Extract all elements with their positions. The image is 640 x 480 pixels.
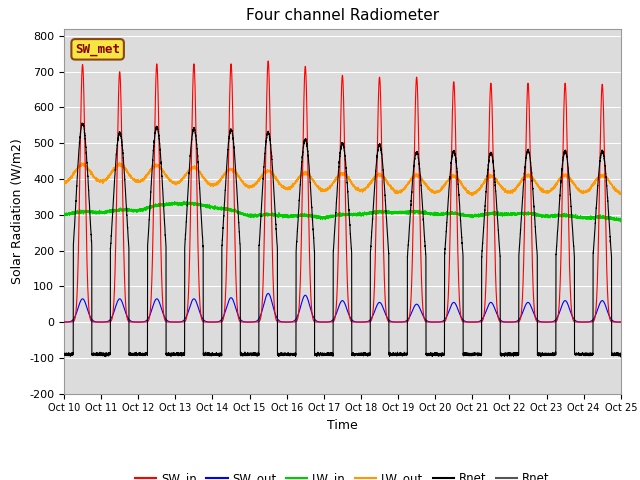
Text: SW_met: SW_met: [75, 43, 120, 56]
Title: Four channel Radiometer: Four channel Radiometer: [246, 9, 439, 24]
X-axis label: Time: Time: [327, 419, 358, 432]
Legend: SW_in, SW_out, LW_in, LW_out, Rnet, Rnet: SW_in, SW_out, LW_in, LW_out, Rnet, Rnet: [131, 468, 554, 480]
Y-axis label: Solar Radiation (W/m2): Solar Radiation (W/m2): [11, 138, 24, 284]
